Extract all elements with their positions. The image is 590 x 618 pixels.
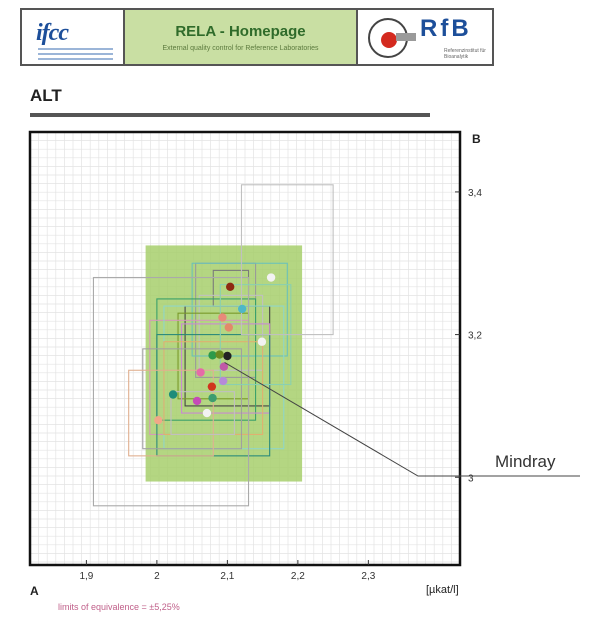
data-point (266, 273, 276, 282)
data-point (192, 396, 202, 406)
equivalence-note: limits of equivalence = ±5,25% (58, 602, 180, 612)
x-axis-letter: A (30, 584, 39, 598)
data-point (168, 390, 178, 399)
x-tick-label: 1,9 (79, 571, 93, 582)
data-point (224, 323, 233, 332)
rfb-logo-bar (396, 33, 416, 41)
uncertainty-box (142, 348, 243, 450)
data-point (208, 351, 217, 360)
data-point (207, 382, 217, 391)
data-points (154, 273, 276, 425)
y-tick-label: 3,4 (468, 188, 482, 199)
uncertainty-box (128, 369, 214, 457)
rfb-logo-dot (381, 32, 397, 48)
page-title: ALT (30, 86, 62, 105)
uncertainty-box (198, 294, 264, 371)
data-point (223, 351, 232, 361)
x-tick-label: 2,1 (220, 571, 234, 582)
uncertainty-box (240, 184, 334, 336)
plot-border (28, 130, 462, 567)
annotation-label: Mindray (495, 452, 556, 471)
axis-ticks: 1,9 2 2,1 2,2 2,3 3 3,2 3,4 (79, 188, 482, 582)
x-tick-label: 2,2 (291, 571, 305, 582)
ifcc-logo-text: ifcc (36, 20, 69, 46)
data-point (218, 376, 228, 386)
rfb-logo-text: RfB (420, 15, 472, 42)
data-point (196, 368, 205, 377)
data-point (154, 415, 163, 425)
annotation-leader-line (224, 361, 580, 477)
data-point (219, 362, 229, 371)
unit-label: [µkat/l] (426, 584, 459, 596)
rfb-logo: RfB Referenzinstitut für Bioanalytik (358, 10, 492, 64)
banner-subtitle: External quality control for Reference L… (162, 45, 319, 52)
data-point (237, 304, 247, 314)
ifcc-logo-lines (38, 48, 113, 63)
rfb-logo-caption: Referenzinstitut für Bioanalytik (444, 48, 486, 60)
uncertainty-box (191, 262, 288, 357)
data-point (257, 337, 267, 346)
uncertainty-box (92, 276, 250, 507)
data-point (202, 408, 212, 418)
x-tick-label: 2,3 (361, 571, 375, 582)
y-tick-label: 3,2 (468, 331, 482, 342)
data-point (225, 282, 235, 291)
ifcc-logo: ifcc (22, 10, 125, 64)
x-tick-label: 2 (154, 571, 160, 582)
y-axis-letter: B (472, 132, 481, 146)
title-divider (30, 113, 430, 117)
plot-frame (28, 130, 462, 567)
banner-title: RELA - Homepage (175, 23, 306, 40)
data-point (218, 313, 227, 322)
y-tick-label: 3 (468, 473, 474, 484)
rela-homepage-link[interactable]: RELA - Homepage External quality control… (125, 10, 358, 64)
annotation (224, 361, 580, 477)
header-banner: ifcc RELA - Homepage External quality co… (20, 8, 494, 66)
uncertainty-box (170, 391, 235, 436)
data-point (215, 350, 224, 359)
data-point (208, 393, 217, 403)
